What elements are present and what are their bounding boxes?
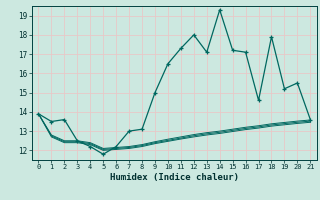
X-axis label: Humidex (Indice chaleur): Humidex (Indice chaleur) xyxy=(110,173,239,182)
